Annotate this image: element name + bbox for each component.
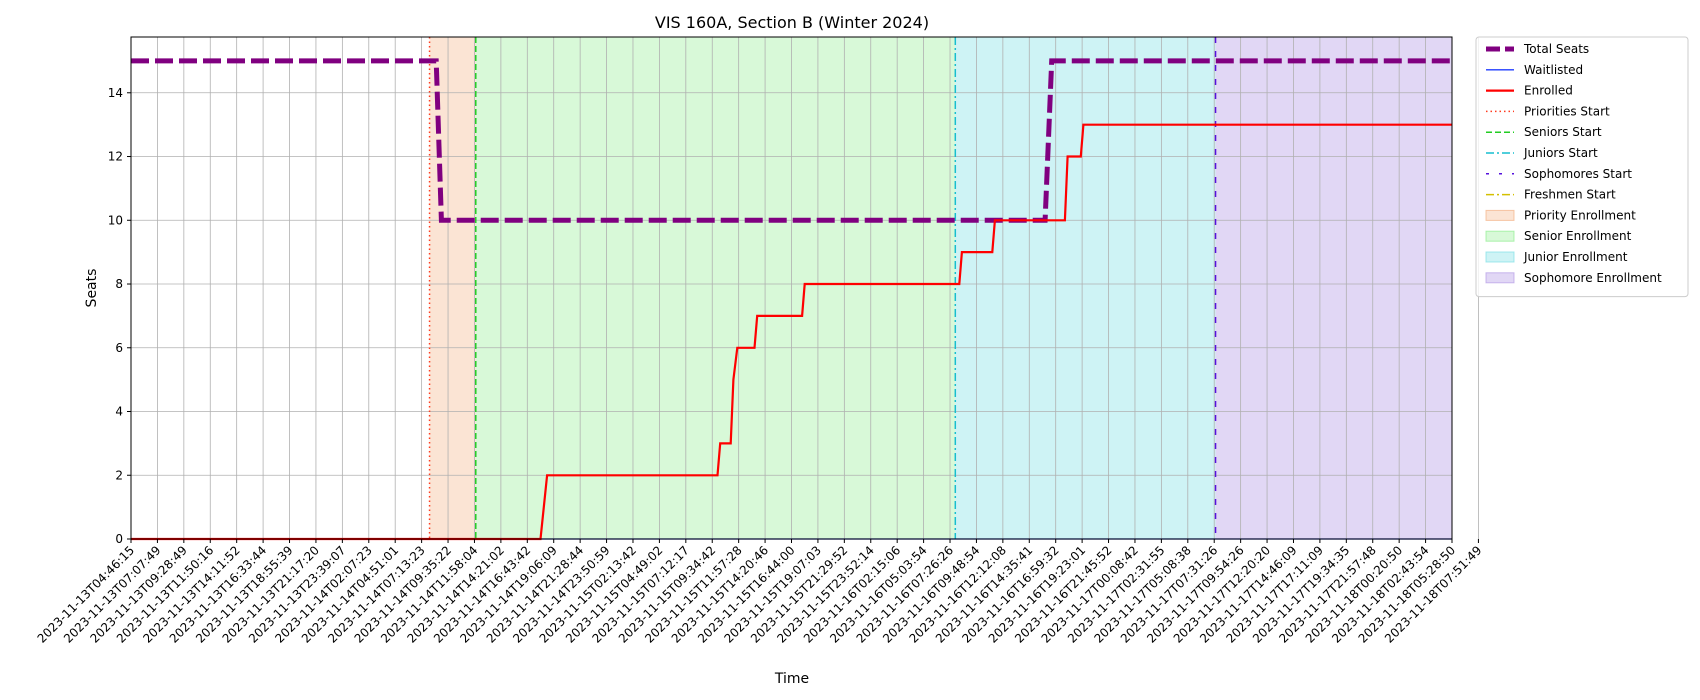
region-junior-enrollment: [955, 37, 1216, 539]
legend-label: Enrolled: [1524, 84, 1573, 98]
region-senior-enrollment: [475, 37, 956, 539]
y-tick-label: 4: [115, 405, 123, 419]
series-total-seats: [131, 58, 1452, 223]
phase-start-lines: [428, 37, 1217, 539]
series-enrolled: [131, 123, 1452, 541]
y-tick-label: 10: [108, 213, 123, 227]
legend-label: Waitlisted: [1524, 63, 1583, 77]
y-tick-label: 0: [115, 532, 123, 546]
legend-label: Sophomores Start: [1524, 167, 1632, 181]
legend-label: Junior Enrollment: [1523, 250, 1628, 264]
grid-lines: [130, 37, 1479, 540]
legend-label: Seniors Start: [1524, 125, 1602, 139]
legend-swatch: [1485, 230, 1515, 242]
legend-entry-senior-enrollment: Senior Enrollment: [1485, 229, 1632, 243]
legend-label: Senior Enrollment: [1524, 229, 1632, 243]
legend-label: Juniors Start: [1523, 146, 1598, 160]
y-tick-label: 14: [108, 86, 123, 100]
legend-swatch: [1485, 209, 1515, 221]
legend-entry-total-seats: Total Seats: [1486, 42, 1589, 56]
x-axis-label: Time: [774, 671, 809, 687]
legend-entry-priority-enrollment: Priority Enrollment: [1485, 208, 1636, 222]
y-axis-label: Seats: [84, 269, 100, 308]
legend-frame: [1475, 36, 1689, 298]
legend-entry-waitlisted: Waitlisted: [1486, 63, 1583, 77]
y-tick-label: 2: [115, 468, 123, 482]
legend: Total Seats Waitlisted Enrolled Priorities …: [1475, 36, 1689, 298]
legend-entry-junior-enrollment: Junior Enrollment: [1485, 250, 1628, 264]
legend-entry-priorities-start: Priorities Start: [1486, 104, 1610, 118]
legend-entry-sophomores-start: Sophomores Start: [1486, 167, 1632, 181]
legend-entry-seniors-start: Seniors Start: [1486, 125, 1602, 139]
y-tick-label: 6: [115, 341, 123, 355]
chart-title: VIS 160A, Section B (Winter 2024): [655, 13, 929, 32]
region-priority-enrollment: [429, 37, 476, 539]
legend-entry-juniors-start: Juniors Start: [1486, 146, 1598, 160]
x-axis-ticks: 2023-11-13T04:46:152023-11-13T07:07:4920…: [35, 539, 1485, 646]
legend-label: Priorities Start: [1524, 104, 1610, 118]
legend-label: Total Seats: [1523, 42, 1589, 56]
y-tick-label: 8: [115, 277, 123, 291]
legend-swatch: [1485, 272, 1515, 284]
region-sophomore-enrollment: [1215, 37, 1452, 539]
legend-entry-sophomore-enrollment: Sophomore Enrollment: [1485, 271, 1662, 285]
y-tick-label: 12: [108, 150, 123, 164]
legend-label: Sophomore Enrollment: [1524, 271, 1662, 285]
y-axis-ticks: 0 2 4 6 8 10 12 14: [108, 86, 131, 546]
legend-entry-freshmen-start: Freshmen Start: [1486, 188, 1616, 202]
legend-entry-enrolled: Enrolled: [1486, 84, 1573, 98]
legend-label: Freshmen Start: [1524, 188, 1616, 202]
legend-label: Priority Enrollment: [1524, 208, 1636, 222]
enrollment-regions: [429, 37, 1452, 539]
legend-swatch: [1485, 251, 1515, 263]
